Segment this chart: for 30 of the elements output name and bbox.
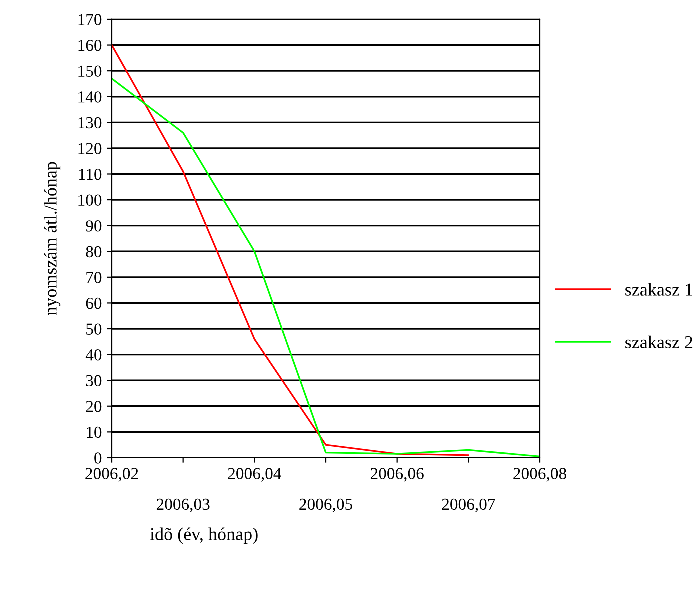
- x-tick-label: 2006,04: [228, 468, 282, 482]
- y-tick-label: 110: [79, 168, 102, 180]
- x-tick-label: 2006,05: [300, 498, 352, 513]
- y-tick-label: 60: [86, 298, 102, 310]
- x-tick-label: 2006,08: [514, 468, 566, 482]
- x-tick-label: 2006,02: [86, 468, 138, 482]
- y-tick-label: 10: [87, 426, 102, 438]
- y-tick-label: 50: [86, 324, 102, 335]
- y-tick-label: 20: [86, 401, 102, 412]
- y-tick-label: 150: [78, 66, 102, 78]
- y-tick-label: 40: [86, 349, 102, 361]
- y-tick-label: 70: [86, 272, 102, 284]
- y-tick-label: 160: [78, 40, 102, 52]
- y-tick-label: 120: [78, 143, 102, 154]
- line-series: [112, 44, 470, 456]
- y-tick-label: 170: [78, 14, 102, 26]
- x-tick-label: 2006,03: [156, 498, 210, 513]
- y-tick-label: 0: [94, 452, 102, 464]
- y-tick-label: 130: [78, 117, 102, 129]
- y-tick-label: 90: [86, 220, 102, 232]
- x-tick-label: 2006,06: [370, 468, 424, 482]
- legend-label: szakasz 2: [626, 336, 693, 349]
- y-tick-label: 140: [78, 92, 102, 103]
- y-tick-label: 100: [78, 194, 102, 206]
- legend-label: szakasz 1: [626, 283, 692, 296]
- x-tick-label: 2006,07: [442, 498, 496, 513]
- y-axis-title: nyomszám átl./hónap: [44, 162, 61, 316]
- y-tick-label: 30: [86, 375, 102, 387]
- x-axis-title: idõ (év, hónap): [150, 528, 258, 544]
- y-tick-label: 80: [86, 246, 102, 258]
